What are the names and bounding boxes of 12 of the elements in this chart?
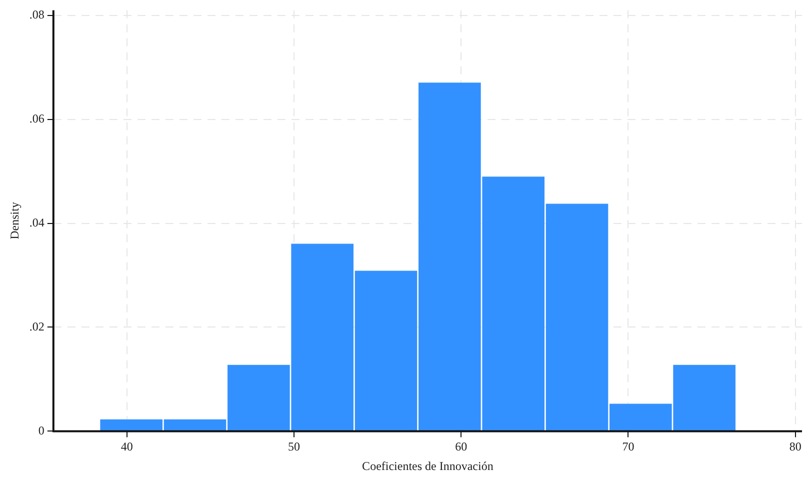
y-axis-title: Density	[7, 202, 22, 240]
x-tick-label: 50	[288, 440, 300, 454]
x-tick-label: 70	[622, 440, 634, 454]
x-tick-label: 80	[789, 440, 802, 454]
x-tick-label: 40	[120, 440, 133, 454]
y-tick-label: 0	[38, 423, 44, 438]
y-tick-label: .08	[29, 8, 44, 22]
x-tick-label: 60	[455, 440, 468, 454]
y-tick-label: .02	[29, 319, 44, 334]
y-tick-label: .04	[29, 215, 44, 230]
x-axis-title: Coeficientes de Innovación	[362, 458, 494, 473]
y-tick-label: .06	[29, 112, 44, 126]
